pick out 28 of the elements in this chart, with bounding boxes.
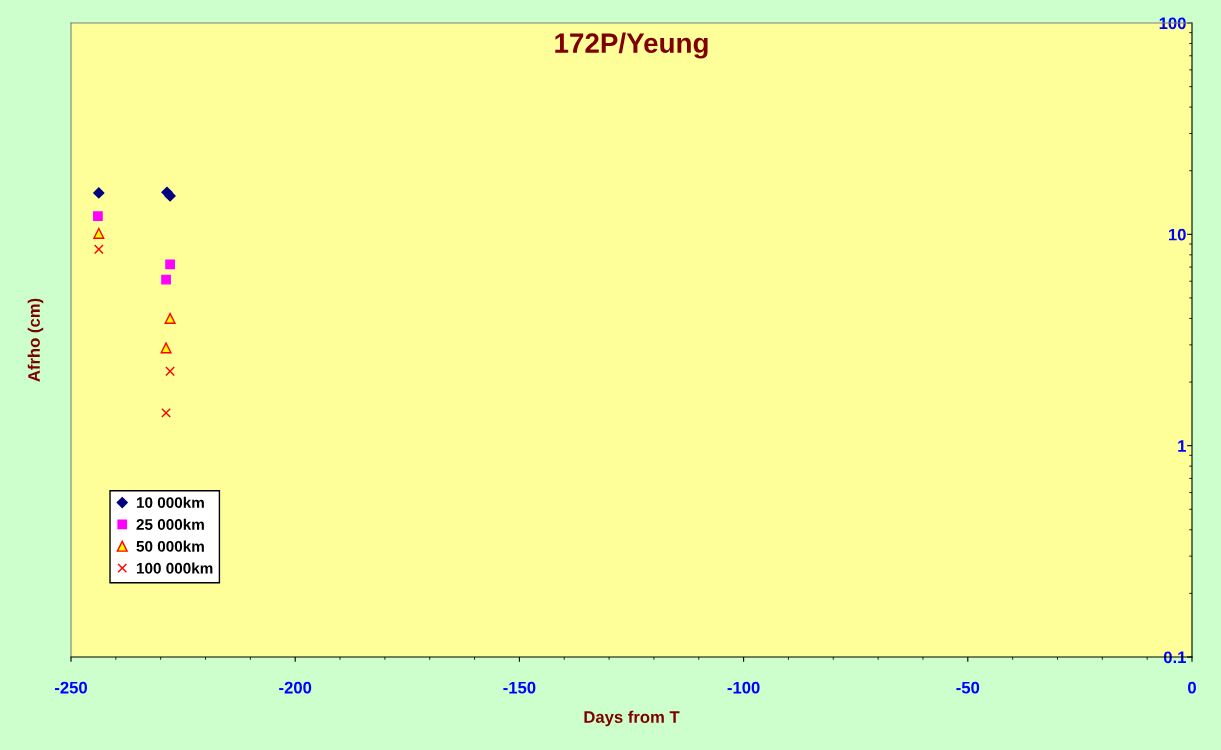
point [164,190,176,202]
x-tick-label: 0 [1188,681,1196,694]
point [165,366,175,377]
y-tick-label: 0.1 [1163,651,1186,664]
y-axis-title: Afrho (cm) [27,298,44,382]
legend-label: 25 000km [136,518,204,530]
x-tick-label: -100 [727,681,760,694]
point [93,187,105,199]
x-tick-label: -250 [54,681,87,694]
point [165,259,175,270]
y-tick-label: 10 [1168,228,1186,241]
y-tick-label: 1 [1178,440,1186,452]
point [161,407,171,418]
point [93,244,104,255]
legend-label: 100 000km [136,562,213,574]
chart-title: 172P/Yeung [555,32,708,59]
point [160,342,172,354]
point [93,227,105,239]
x-tick-label: -50 [956,681,980,694]
x-tick-label: -150 [503,681,536,694]
point [93,211,103,221]
x-axis-title: Days from T [584,710,680,727]
legend-label: 50 000km [136,540,204,552]
y-tick-label: 100 [1159,17,1186,30]
point [161,274,171,285]
point [164,312,176,324]
x-tick-label: -200 [279,681,312,694]
legend-label: 10 000km [136,496,204,509]
